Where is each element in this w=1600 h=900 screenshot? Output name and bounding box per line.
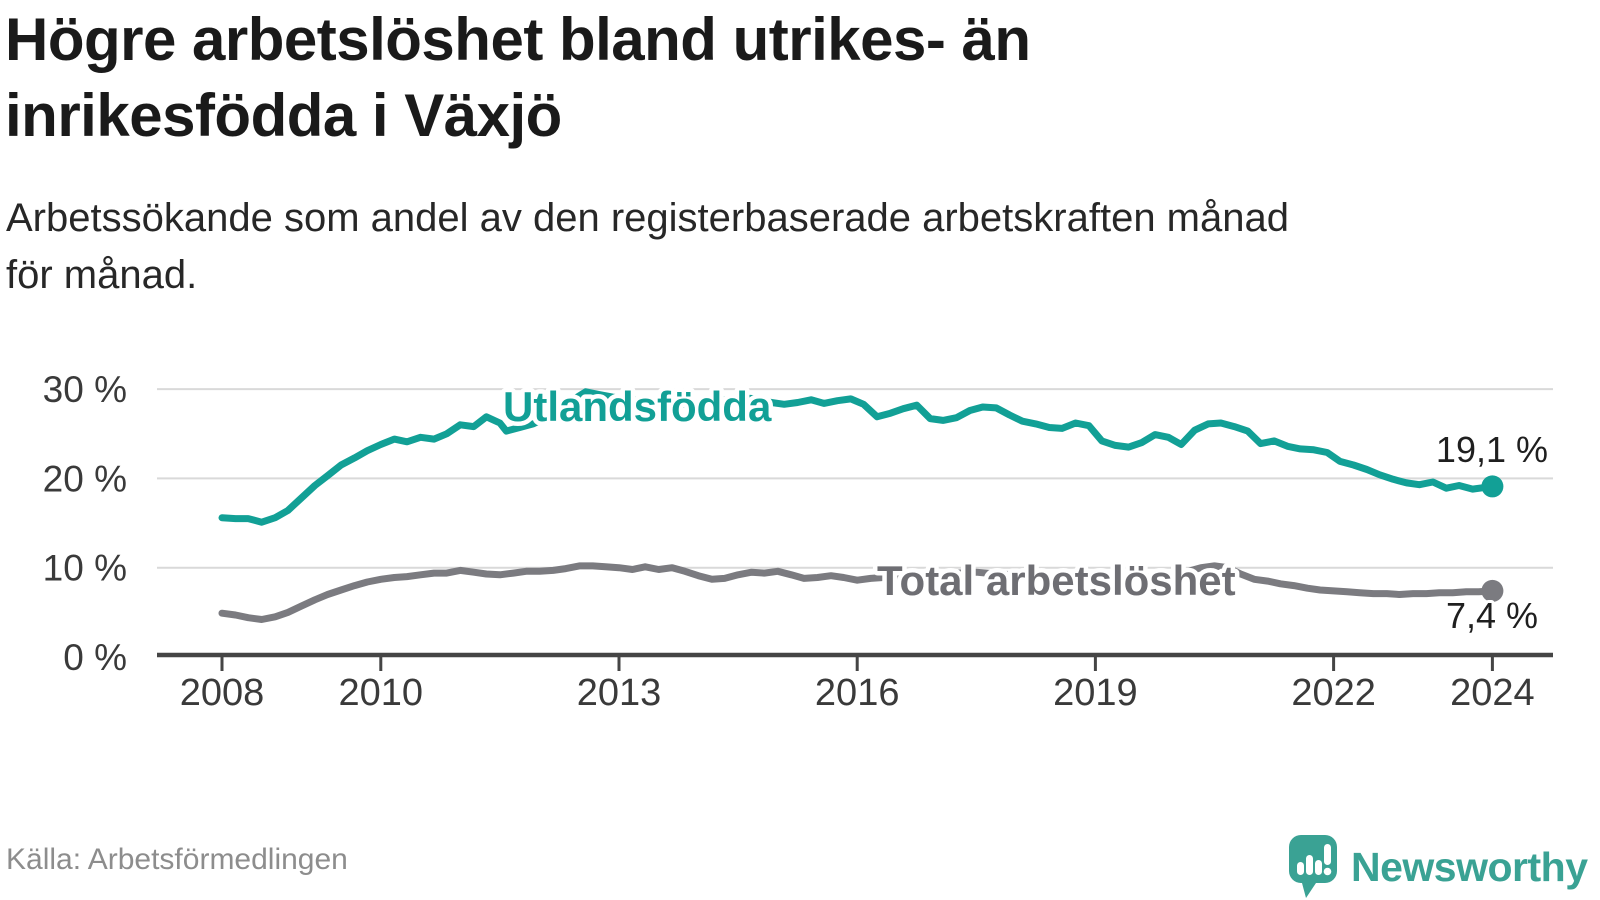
- newsworthy-logo-text: Newsworthy: [1351, 843, 1588, 890]
- y-tick-label-20: 20 %: [43, 458, 127, 499]
- line-utlandsfodda: [218, 388, 1496, 526]
- y-tick-label-10: 10 %: [43, 548, 127, 589]
- exclamation-dot-icon: [1323, 867, 1332, 876]
- bar-tall-icon: [1306, 855, 1313, 875]
- chart-subtitle-line1: Arbetssökande som andel av den registerb…: [6, 196, 1289, 240]
- x-tick-label-2022: 2022: [1291, 672, 1376, 714]
- x-tick-label-2010: 2010: [339, 672, 424, 714]
- chart-subtitle-line2: för månad.: [6, 252, 198, 297]
- exclamation-bar-icon: [1324, 844, 1331, 865]
- end-value-label-utlandsfodda: 19,1 %: [1436, 429, 1548, 470]
- x-tick-label-2019: 2019: [1053, 672, 1138, 714]
- line-total: [218, 562, 1496, 623]
- chart-subtitle: Arbetssökande som andel av den registerb…: [6, 190, 1566, 304]
- axes: 0 % 10 % 20 % 30 % 2008 2010 2013 2016 2019 2022 2…: [43, 369, 1553, 714]
- bar-small-icon: [1297, 862, 1304, 875]
- x-tick-label-2013: 2013: [577, 672, 662, 714]
- y-tick-label-0: 0 %: [63, 637, 127, 678]
- end-dot-utlandsfodda: [1481, 475, 1504, 498]
- newsworthy-logo-icon: [1289, 835, 1337, 898]
- end-value-label-total: 7,4 %: [1446, 595, 1538, 636]
- end-dot-total: [1481, 579, 1504, 602]
- series-lines: [218, 388, 1504, 623]
- source-note: Källa: Arbetsförmedlingen: [6, 843, 348, 876]
- x-tick-label-2008: 2008: [180, 672, 265, 714]
- bar-medium-icon: [1315, 860, 1322, 875]
- x-tick-label-2024: 2024: [1450, 672, 1535, 714]
- series-label-total-arbetsloshet: Total arbetslöshet: [877, 557, 1236, 604]
- x-tick-label-2016: 2016: [815, 672, 900, 714]
- series-label-utlandsfodda: Utlandsfödda: [503, 383, 772, 430]
- newsworthy-logo[interactable]: Newsworthy: [1288, 834, 1588, 900]
- y-tick-label-30: 30 %: [43, 369, 127, 410]
- gridlines: [157, 388, 1553, 569]
- page-title: Högre arbetslöshet bland utrikes- än inr…: [5, 6, 1031, 150]
